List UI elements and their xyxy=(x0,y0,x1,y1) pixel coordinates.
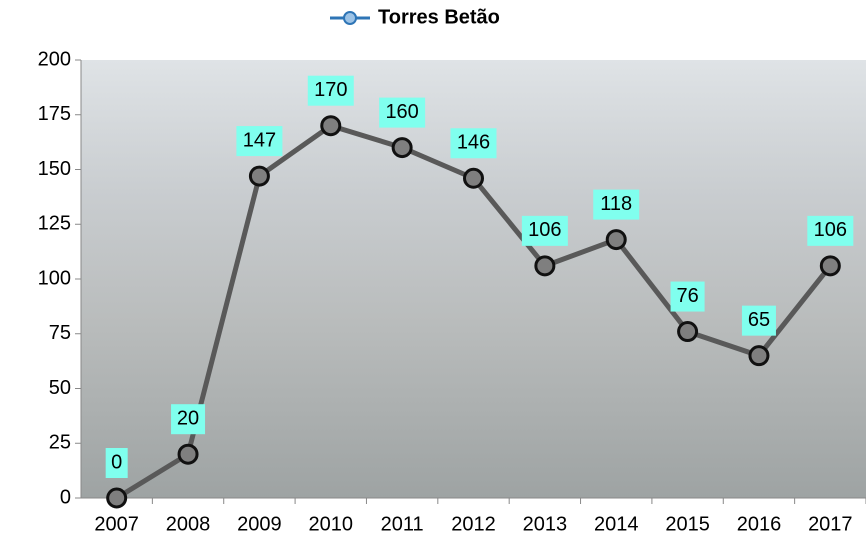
x-tick-label: 2008 xyxy=(166,513,211,535)
x-tick-label: 2007 xyxy=(94,513,139,535)
legend-marker xyxy=(344,12,356,24)
legend: Torres Betão xyxy=(330,6,500,28)
data-label: 170 xyxy=(314,79,347,101)
data-label: 76 xyxy=(676,285,698,307)
x-tick-label: 2012 xyxy=(451,513,496,535)
chart: Torres Betão 025507510012515017520020072… xyxy=(0,0,866,543)
data-label: 147 xyxy=(243,129,276,151)
y-tick-label: 175 xyxy=(38,103,71,125)
x-tick-label: 2015 xyxy=(665,513,710,535)
point xyxy=(607,231,625,249)
x-tick-label: 2010 xyxy=(309,513,354,535)
y-tick-label: 75 xyxy=(49,322,71,344)
x-tick-label: 2013 xyxy=(523,513,568,535)
point xyxy=(322,117,340,135)
point xyxy=(536,257,554,275)
y-tick-label: 100 xyxy=(38,267,71,289)
data-label: 20 xyxy=(177,407,199,429)
data-label: 106 xyxy=(814,219,847,241)
point xyxy=(821,257,839,275)
y-tick-label: 0 xyxy=(60,486,71,508)
point xyxy=(750,347,768,365)
data-label: 0 xyxy=(111,451,122,473)
data-label: 65 xyxy=(748,309,770,331)
point xyxy=(179,445,197,463)
x-tick-label: 2009 xyxy=(237,513,282,535)
x-tick-label: 2017 xyxy=(808,513,853,535)
x-tick-label: 2011 xyxy=(381,513,424,535)
x-tick-label: 2016 xyxy=(737,513,782,535)
y-tick-label: 200 xyxy=(38,48,71,70)
page: {"chart_data": {"type": "line", "categor… xyxy=(0,0,866,543)
point xyxy=(679,323,697,341)
data-label: 160 xyxy=(385,101,418,123)
x-tick-label: 2014 xyxy=(594,513,639,535)
data-label: 106 xyxy=(528,219,561,241)
data-label: 146 xyxy=(457,132,490,154)
legend-label: Torres Betão xyxy=(378,6,500,28)
y-tick-label: 150 xyxy=(38,158,71,180)
y-tick-label: 125 xyxy=(38,213,71,235)
point xyxy=(108,489,126,507)
y-tick-label: 50 xyxy=(49,377,71,399)
point xyxy=(465,169,483,187)
y-tick-label: 25 xyxy=(49,432,71,454)
point xyxy=(250,167,268,185)
point xyxy=(393,139,411,157)
data-label: 118 xyxy=(600,193,632,215)
